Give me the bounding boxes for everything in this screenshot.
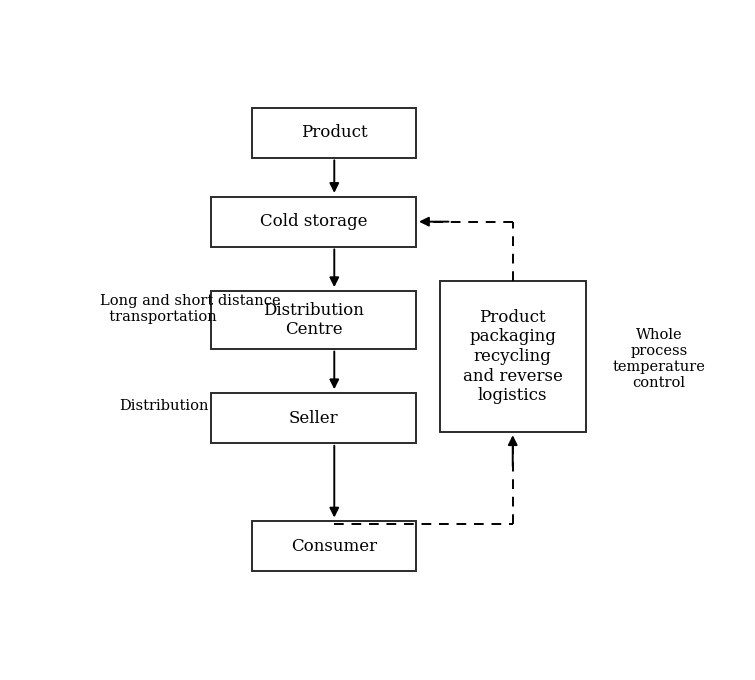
FancyBboxPatch shape [211,393,416,443]
Text: Product
packaging
recycling
and reverse
logistics: Product packaging recycling and reverse … [463,309,562,404]
Text: Consumer: Consumer [291,538,378,555]
FancyBboxPatch shape [211,197,416,247]
FancyBboxPatch shape [211,291,416,349]
Text: Cold storage: Cold storage [260,213,368,230]
Text: Product: Product [301,124,368,141]
Text: Distribution
Centre: Distribution Centre [263,301,364,338]
FancyBboxPatch shape [252,522,416,571]
Text: Long and short distance
  transportation: Long and short distance transportation [100,294,281,324]
Text: Distribution: Distribution [119,399,208,413]
FancyBboxPatch shape [439,281,586,432]
Text: Seller: Seller [289,409,338,426]
FancyBboxPatch shape [252,107,416,158]
Text: Whole
process
temperature
control: Whole process temperature control [612,328,705,390]
